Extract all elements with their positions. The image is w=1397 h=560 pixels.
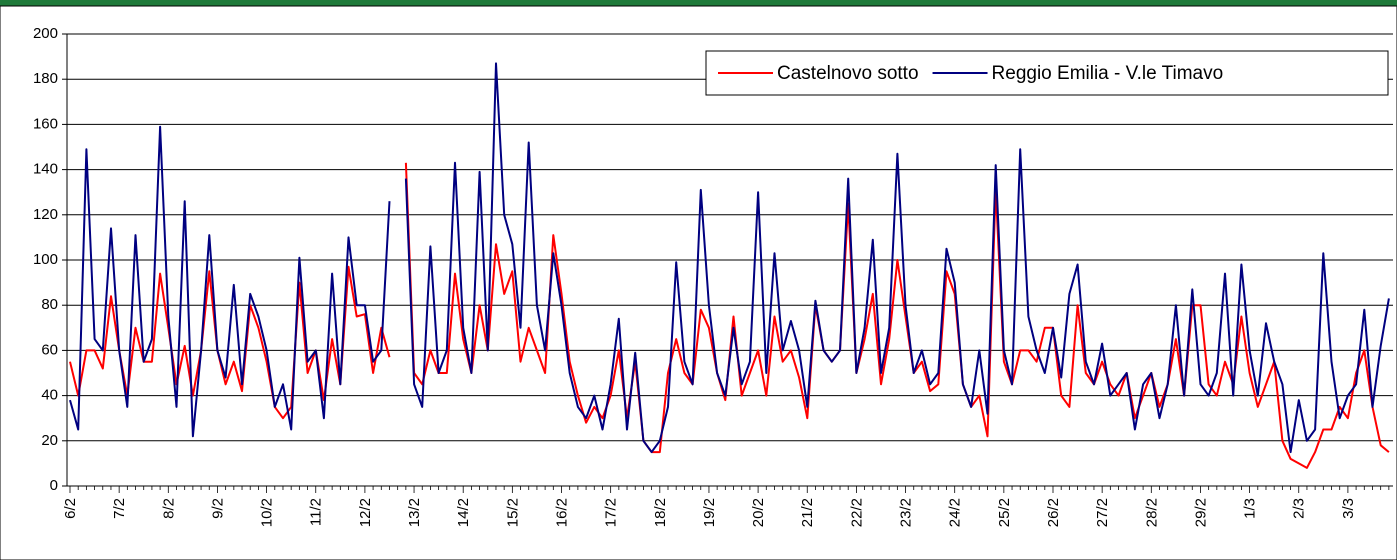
x-tick-label: 20/2 — [750, 498, 767, 527]
x-tick-label: 3/3 — [1340, 498, 1357, 519]
x-tick-label: 23/2 — [898, 498, 915, 527]
x-tick-label: 6/2 — [62, 498, 79, 519]
y-tick-label: 140 — [33, 161, 58, 178]
y-tick-label: 120 — [33, 206, 58, 223]
x-tick-label: 27/2 — [1094, 498, 1111, 527]
legend-box — [705, 50, 1389, 96]
series-line — [69, 62, 1390, 454]
x-tick-label: 2/3 — [1291, 498, 1308, 519]
legend-label: Castelnovo sotto — [777, 63, 919, 84]
x-tick-label: 26/2 — [1045, 498, 1062, 527]
y-tick-label: 20 — [41, 432, 58, 449]
legend-label: Reggio Emilia - V.le Timavo — [992, 63, 1224, 84]
y-tick-label: 180 — [33, 70, 58, 87]
y-tick-label: 0 — [50, 477, 58, 494]
x-tick-label: 8/2 — [160, 498, 177, 519]
y-tick-label: 80 — [41, 296, 58, 313]
x-tick-label: 11/2 — [308, 498, 325, 526]
x-tick-label: 28/2 — [1143, 498, 1160, 527]
x-tick-label: 29/2 — [1192, 498, 1209, 527]
y-tick-label: 60 — [41, 341, 58, 358]
x-tick-label: 13/2 — [406, 498, 423, 527]
x-tick-label: 1/3 — [1242, 498, 1259, 519]
y-tick-label: 40 — [41, 387, 58, 404]
chart-area — [0, 5, 1397, 560]
x-tick-label: 7/2 — [111, 498, 128, 519]
y-tick-label: 200 — [33, 25, 58, 42]
x-tick-label: 17/2 — [603, 498, 620, 527]
x-tick-label: 22/2 — [848, 498, 865, 527]
x-tick-label: 12/2 — [357, 498, 374, 527]
x-tick-label: 10/2 — [259, 498, 276, 527]
header-bar — [0, 0, 1397, 6]
x-tick-label: 14/2 — [455, 498, 472, 527]
y-tick-label: 160 — [33, 115, 58, 132]
x-tick-label: 19/2 — [701, 498, 718, 527]
x-tick-label: 15/2 — [504, 498, 521, 527]
x-tick-label: 24/2 — [947, 498, 964, 527]
x-tick-label: 18/2 — [652, 498, 669, 527]
x-tick-label: 9/2 — [209, 498, 226, 519]
y-tick-label: 100 — [33, 251, 58, 268]
x-tick-label: 21/2 — [799, 498, 816, 527]
x-tick-label: 16/2 — [553, 498, 570, 527]
x-tick-label: 25/2 — [996, 498, 1013, 527]
